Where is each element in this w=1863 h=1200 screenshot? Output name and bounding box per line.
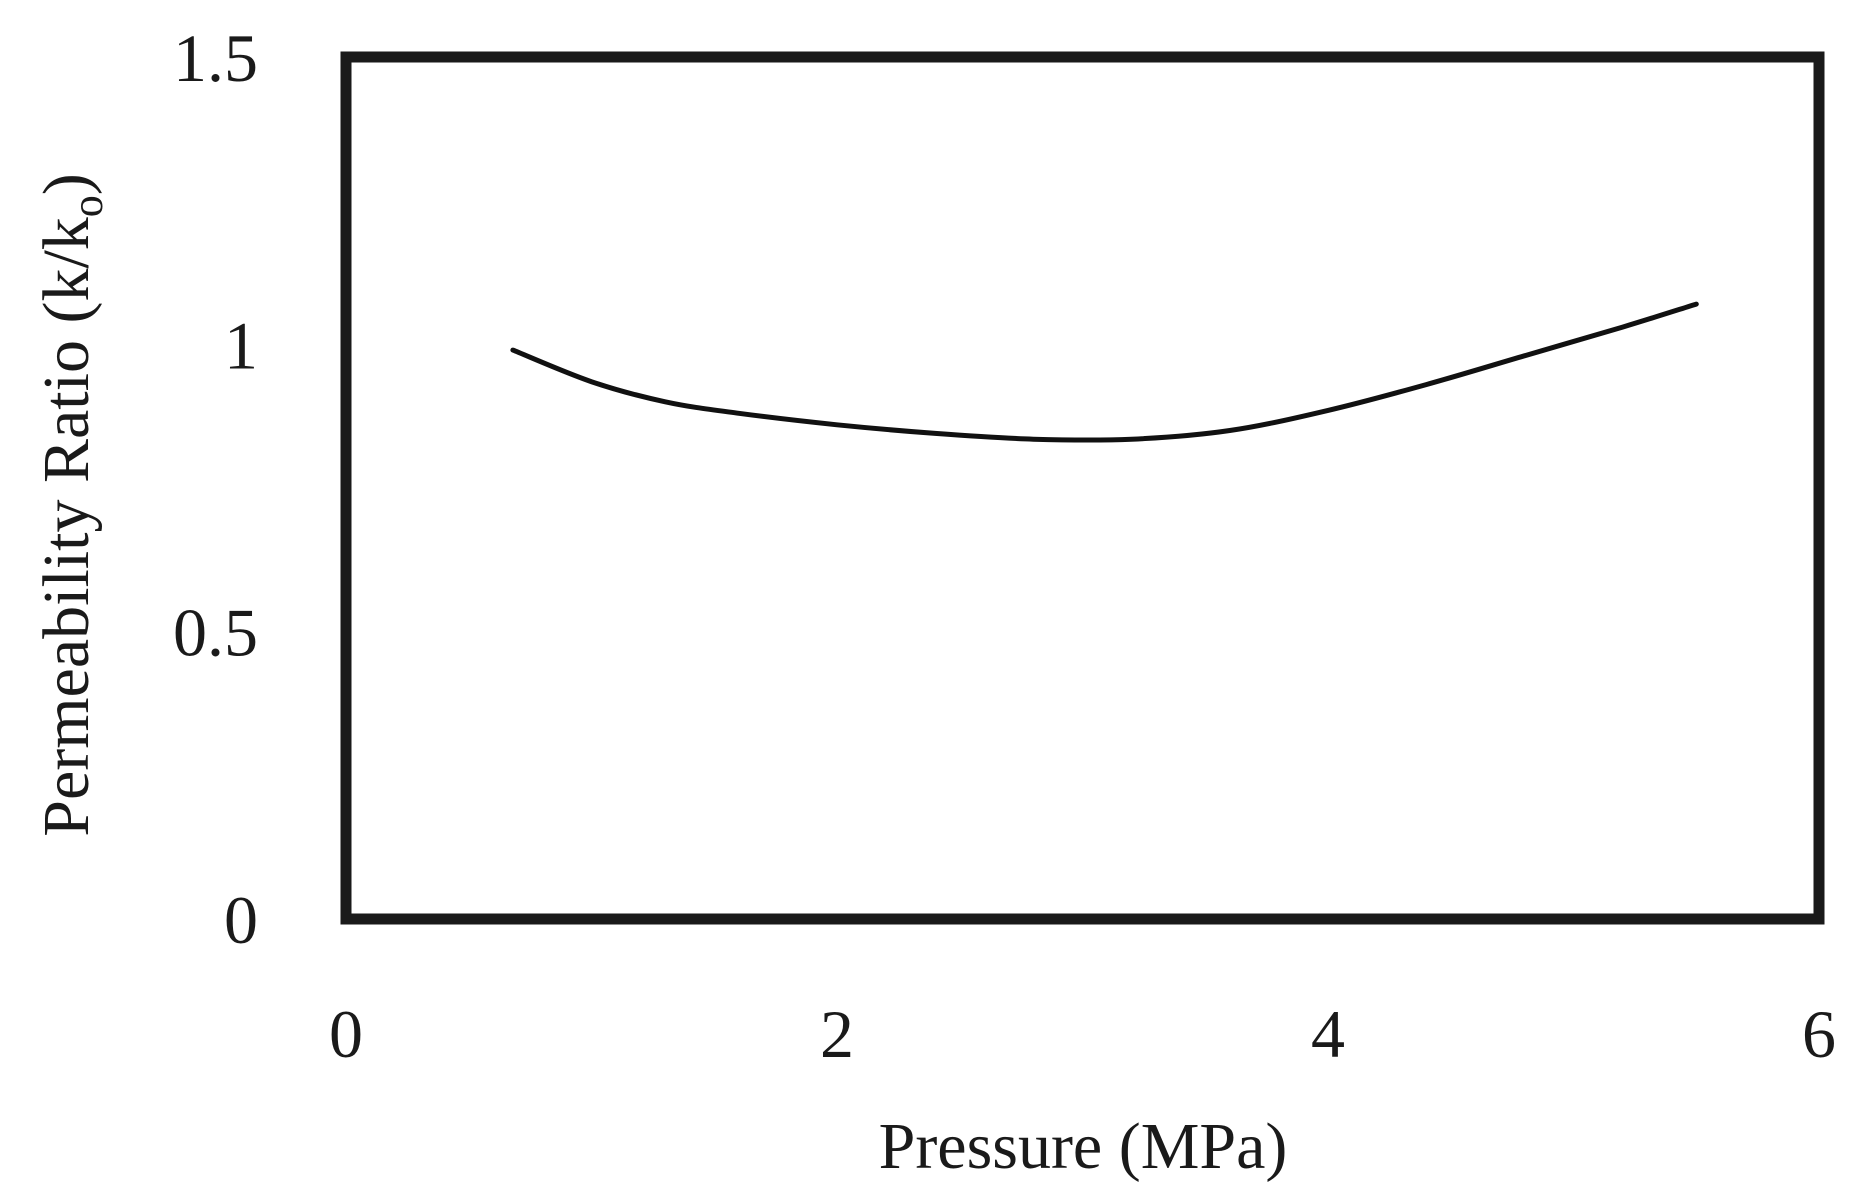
y-tick-label: 1.5 [173,20,258,96]
y-tick-label: 0.5 [173,595,258,671]
x-tick-label: 2 [820,996,854,1072]
plot-frame [340,51,1825,925]
x-tick-labels: 0 2 4 6 [329,996,1836,1072]
y-tick-labels: 0 0.5 1 1.5 [173,20,258,958]
x-tick-label: 6 [1802,996,1836,1072]
x-tick-label: 0 [329,996,363,1072]
y-tick-label: 0 [224,882,258,958]
x-axis-title: Pressure (MPa) [879,1110,1288,1183]
x-tick-label: 4 [1311,996,1345,1072]
y-axis-title: Permeability Ratio (k/ko) [30,173,112,837]
y-axis-title-subscript: o [63,195,112,217]
y-tick-label: 1 [224,307,258,383]
series-layer [510,301,1699,443]
series-line [510,301,1699,443]
y-axis-title-main: Permeability Ratio (k/k [30,217,103,837]
y-axis-title-close: ) [30,173,103,195]
